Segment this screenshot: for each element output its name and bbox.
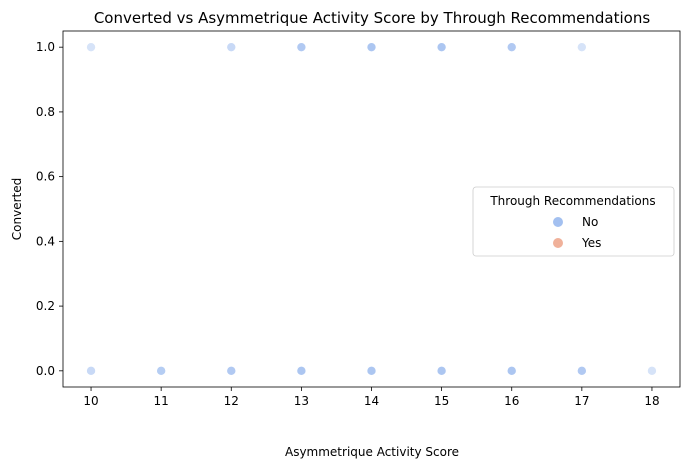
data-point-no [436,42,447,52]
data-point-no [86,42,96,52]
x-tick-label: 13 [294,394,309,408]
data-point-no [366,42,377,52]
x-axis-label: Asymmetrique Activity Score [285,445,459,459]
legend-title: Through Recommendations [489,194,655,208]
legend: Through Recommendations No Yes [472,186,675,257]
y-tick-label: 0.8 [36,105,55,119]
data-point-no [436,366,447,376]
x-axis: 10 11 12 13 14 15 16 17 18 [83,387,660,408]
x-tick-label: 18 [644,394,659,408]
data-points [86,42,657,376]
data-point-no [226,366,237,376]
data-point-no [156,366,166,376]
y-tick-label: 0.4 [36,234,55,248]
data-point-no [647,366,657,376]
legend-marker-no [553,217,563,227]
x-tick-label: 12 [224,394,239,408]
y-axis: 0.0 0.2 0.4 0.6 0.8 1.0 [36,40,63,378]
data-point-no [86,366,96,376]
y-tick-label: 0.0 [36,364,55,378]
x-tick-label: 17 [574,394,589,408]
legend-frame [472,186,675,257]
legend-marker-yes [553,238,563,248]
y-tick-label: 1.0 [36,40,55,54]
chart-title: Converted vs Asymmetrique Activity Score… [94,9,651,27]
y-tick-label: 0.2 [36,299,55,313]
x-tick-label: 11 [154,394,169,408]
x-tick-label: 14 [364,394,379,408]
data-point-no [226,42,237,52]
data-point-no [577,366,587,376]
data-point-no [506,366,517,376]
y-tick-label: 0.6 [36,170,55,184]
legend-label-yes: Yes [581,236,601,250]
y-axis-label: Converted [10,178,24,240]
x-tick-label: 10 [83,394,98,408]
x-tick-label: 16 [504,394,519,408]
data-point-no [506,42,517,52]
data-point-no [296,42,307,52]
data-point-no [366,366,377,376]
legend-label-no: No [582,215,598,229]
x-tick-label: 15 [434,394,449,408]
data-point-no [296,366,307,376]
data-point-no [577,42,587,52]
